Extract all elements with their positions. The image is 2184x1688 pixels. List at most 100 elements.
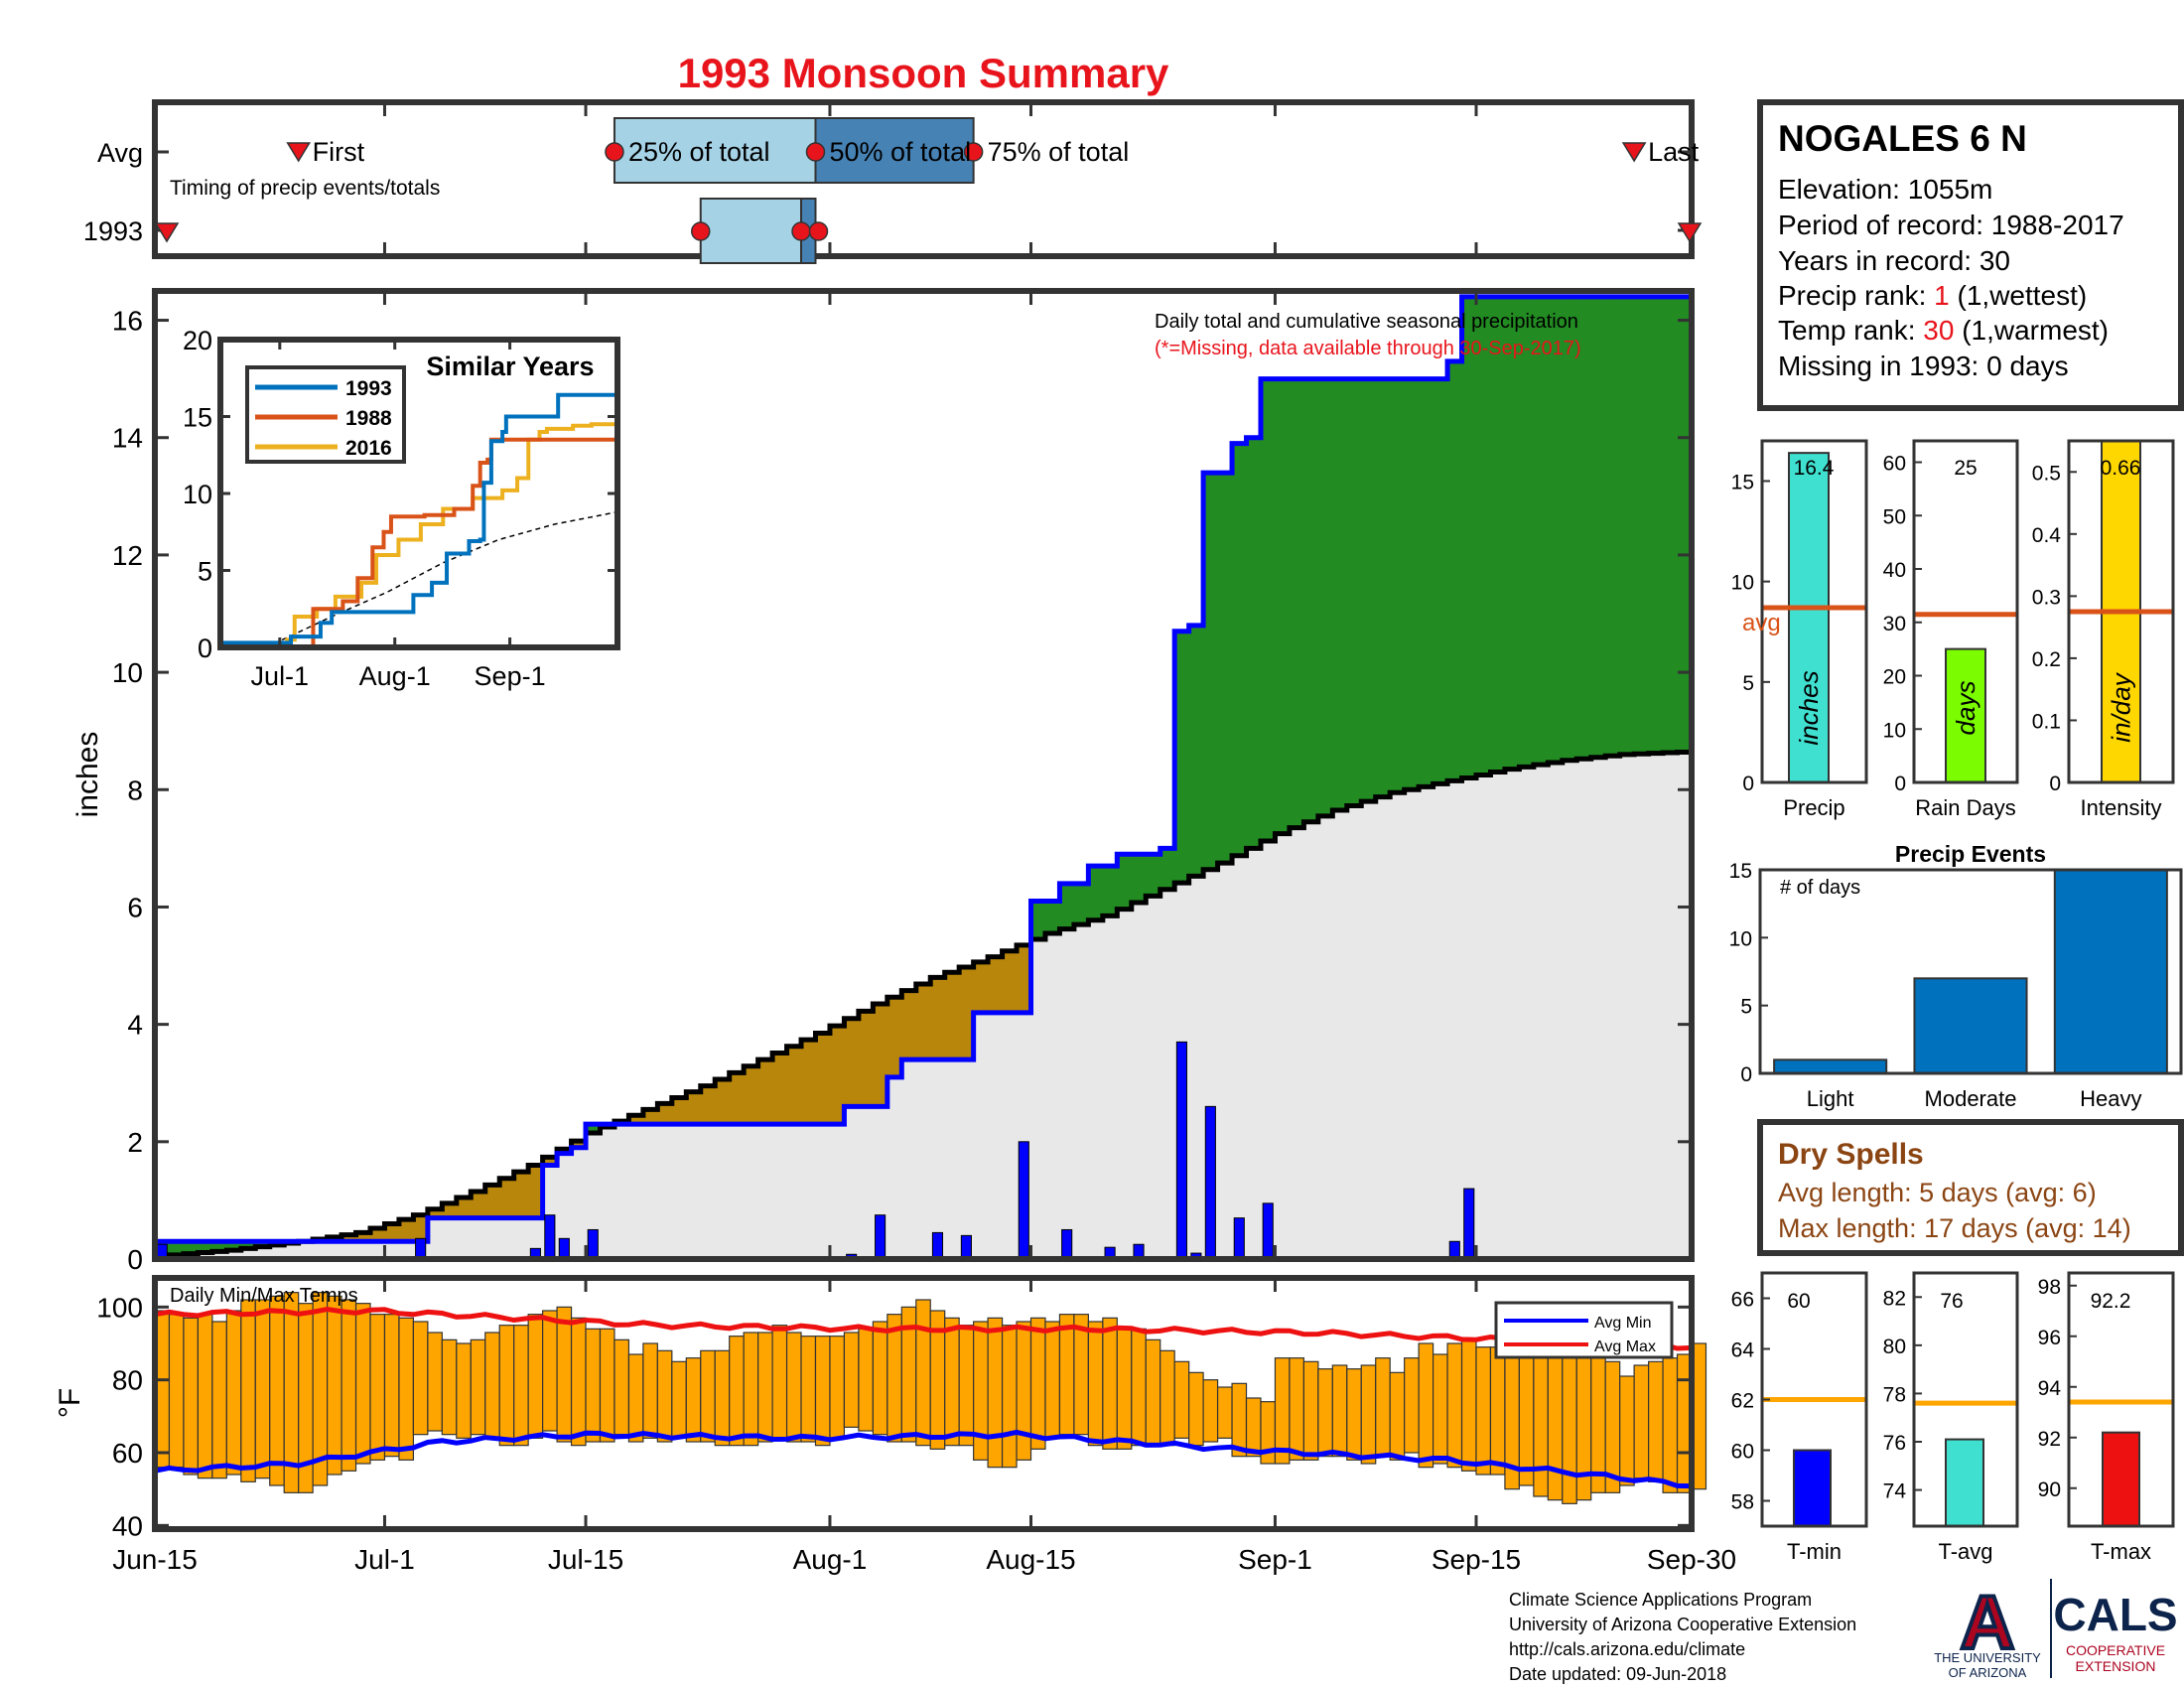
- footer-line4: Date updated: 09-Jun-2018: [1509, 1664, 1726, 1684]
- departure-fill: [1590, 296, 1606, 758]
- daily-temp-bar: [1058, 1314, 1075, 1436]
- daily-temp-bar: [1289, 1357, 1304, 1461]
- daily-precip-bar: [1061, 1228, 1073, 1260]
- departure-fill: [571, 1141, 587, 1148]
- summary-panel-intensity: 0 0.1 0.2 0.3 0.4 0.5 0.66 Intensity in/day: [2032, 439, 2175, 820]
- departure-fill: [1030, 901, 1046, 939]
- cals-line1: COOPERATIVE: [2066, 1642, 2165, 1658]
- daily-temp-bar: [1173, 1360, 1190, 1439]
- daily-temp-bar: [915, 1299, 931, 1447]
- avg-first-marker: [286, 142, 312, 163]
- daily-precip-bar: [558, 1237, 570, 1260]
- daily-temp-bar: [987, 1317, 1004, 1469]
- ua-logo-line1: THE UNIVERSITY: [1934, 1650, 2041, 1665]
- departure-fill: [873, 1003, 888, 1107]
- daily-precip-bar: [587, 1228, 599, 1260]
- departure-fill: [413, 1214, 429, 1242]
- daily-temp-bar: [1360, 1364, 1377, 1465]
- departure-fill: [384, 1223, 400, 1242]
- summary-frame: [1912, 1271, 2019, 1528]
- daily-temp-bar: [1202, 1379, 1219, 1443]
- temp-plot: 40 60 80 100 °F Daily Min/Max Temps Avg Min…: [54, 1275, 1707, 1541]
- summary-ytick-label: 92: [2038, 1428, 2061, 1451]
- summary-ytick-label: 58: [1731, 1491, 1754, 1514]
- departure-fill: [1160, 848, 1175, 890]
- departure-fill: [815, 1033, 831, 1125]
- departure-fill: [1017, 944, 1032, 1013]
- departure-fill: [427, 1208, 443, 1218]
- daily-temp-bar: [843, 1332, 860, 1428]
- event-category-label: Heavy: [2080, 1086, 2141, 1111]
- departure-fill: [1073, 883, 1089, 925]
- daily-temp-bar: [627, 1353, 644, 1443]
- daily-temp-bar: [1073, 1314, 1089, 1436]
- precip-marks: [155, 294, 1695, 1260]
- departure-fill: [1390, 378, 1406, 793]
- daily-temp-bar: [1317, 1368, 1333, 1458]
- year-p50-marker: [791, 221, 811, 241]
- departure-fill: [1361, 378, 1377, 802]
- departure-fill: [829, 1026, 846, 1125]
- departure-fill: [513, 1172, 529, 1218]
- departure-fill: [1475, 296, 1492, 775]
- departure-fill: [772, 1053, 788, 1125]
- temp-legend-box: [1494, 1301, 1674, 1359]
- departure-fill: [1504, 296, 1520, 770]
- daily-temp-bar: [757, 1332, 773, 1443]
- daily-temp-bar: [1518, 1357, 1535, 1486]
- departure-fill: [657, 1103, 673, 1125]
- daily-temp-bar: [470, 1338, 486, 1436]
- summary-ytick-label: 5: [1742, 672, 1754, 695]
- summary-ytick-label: 60: [1883, 453, 1906, 476]
- station-precip-rank: Precip rank: 1 (1,wettest): [1778, 280, 2087, 311]
- departure-fill: [642, 1109, 658, 1125]
- departure-fill: [1648, 296, 1664, 754]
- events-title: Precip Events: [1895, 841, 2046, 867]
- summary-panel-rain-days: 0 10 20 30 40 50 60 25 Rain Days days: [1883, 439, 2019, 820]
- departure-fill: [1548, 296, 1564, 763]
- summary-category-label: Intensity: [2081, 795, 2162, 820]
- station-years: Years in record: 30: [1778, 245, 2010, 276]
- summary-bar: [1945, 1438, 1984, 1527]
- events-annotation: # of days: [1780, 877, 1860, 899]
- departure-fill: [715, 1079, 731, 1125]
- summary-ytick-label: 50: [1883, 505, 1906, 528]
- precip-plot: 0 2 4 6 8 10 12 14 16 inches Daily total and cum…: [71, 288, 1695, 1275]
- daily-precip-bar: [960, 1234, 972, 1260]
- daily-temp-bar: [1662, 1357, 1679, 1493]
- daily-temp-bar: [240, 1299, 256, 1482]
- year-p25-marker: [691, 221, 711, 241]
- daily-temp-bar: [700, 1349, 716, 1443]
- avg-max-line: [154, 1306, 1693, 1351]
- daily-precip-bar: [1262, 1202, 1274, 1260]
- departure-fill: [1346, 378, 1362, 806]
- daily-temp-bar: [1016, 1321, 1032, 1461]
- inset-ytick-label: 0: [198, 633, 212, 663]
- daily-temp-bar: [327, 1295, 342, 1476]
- departure-fill: [1131, 854, 1147, 904]
- daily-temp-bar: [1489, 1346, 1506, 1476]
- summary-ytick-label: 94: [2038, 1377, 2062, 1400]
- summary-ytick-label: 66: [1731, 1289, 1754, 1312]
- event-ytick-label: 0: [1740, 1063, 1752, 1086]
- temp-ytick-label: 40: [112, 1510, 143, 1541]
- timing-row-year: 1993: [83, 216, 143, 246]
- summary-ytick-label: 98: [2038, 1276, 2061, 1299]
- daily-temp-bar: [1102, 1317, 1118, 1450]
- daily-temp-bar: [671, 1360, 687, 1439]
- station-temp-rank: Temp rank: 30 (1,warmest): [1778, 315, 2109, 346]
- departure-fill: [1217, 473, 1233, 864]
- summary-ytick-label: 10: [1731, 572, 1754, 595]
- daily-temp-bar: [211, 1321, 227, 1479]
- daily-temp-bar: [656, 1349, 673, 1443]
- summary-ytick-label: 0.4: [2032, 524, 2062, 547]
- summary-value-label: 76: [1940, 1290, 1963, 1313]
- departure-fill: [801, 1040, 817, 1125]
- daily-temp-bar: [1647, 1360, 1664, 1482]
- daily-temp-bar: [1245, 1397, 1262, 1458]
- summary-ytick-label: 20: [1883, 666, 1906, 689]
- daily-temp-bar: [1346, 1368, 1362, 1461]
- summary-ytick-label: 0: [2049, 773, 2061, 795]
- departure-fill: [1461, 296, 1477, 778]
